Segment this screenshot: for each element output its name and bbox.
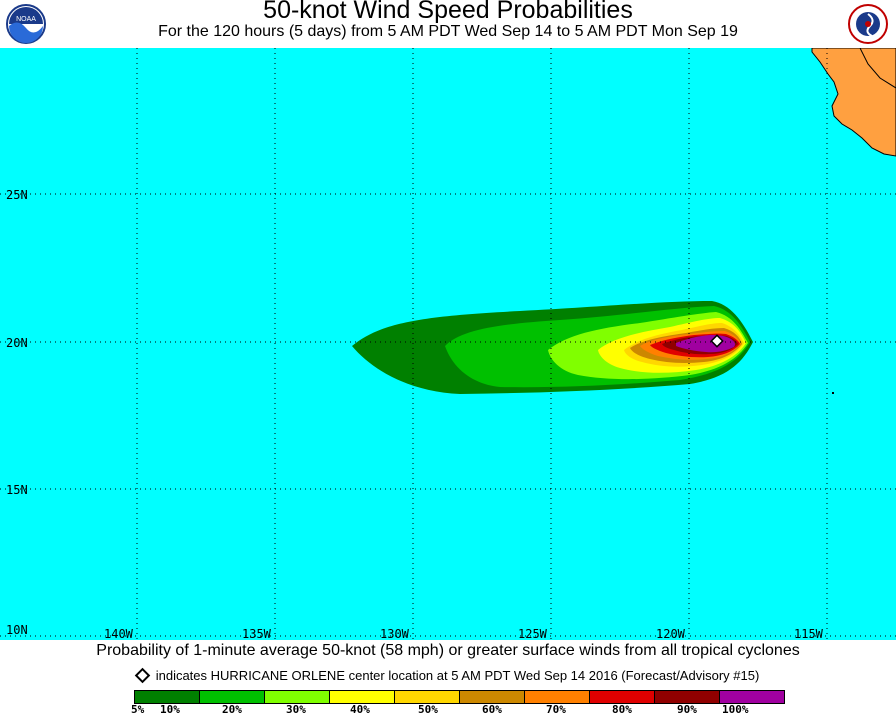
lat-label-20n: 20N: [6, 336, 28, 350]
marker-note: indicates HURRICANE ORLENE center locati…: [0, 667, 896, 684]
lon-label-120w: 120W: [656, 627, 686, 640]
probability-map: 25N 20N 15N 10N 140W 135W 130W 125W 120W…: [0, 48, 896, 640]
legend-color-bar: [134, 690, 785, 704]
legend-swatch-90: [720, 691, 784, 703]
legend-label-50: 50%: [418, 703, 438, 716]
lat-label-15n: 15N: [6, 483, 28, 497]
island: [832, 392, 834, 394]
legend-label-30: 30%: [286, 703, 306, 716]
legend-label-20: 20%: [222, 703, 242, 716]
legend-label-10: 10%: [160, 703, 180, 716]
lon-label-135w: 135W: [242, 627, 272, 640]
nws-logo: [848, 4, 888, 44]
header: NOAA 50-knot Wind Speed Probabilities Fo…: [0, 0, 896, 48]
lat-label-10n: 10N: [6, 623, 28, 637]
legend-label-40: 40%: [350, 703, 370, 716]
legend-swatch-50: [460, 691, 525, 703]
graticule: [0, 48, 896, 640]
legend-swatch-5: [135, 691, 200, 703]
legend-swatch-70: [590, 691, 655, 703]
land-baja-california: [811, 48, 896, 157]
land-mainland: [859, 48, 896, 89]
lat-label-25n: 25N: [6, 188, 28, 202]
legend-swatch-20: [265, 691, 330, 703]
diamond-icon: [134, 667, 150, 684]
legend-swatch-10: [200, 691, 265, 703]
map-title: 50-knot Wind Speed Probabilities: [263, 0, 633, 24]
legend-swatch-80: [655, 691, 720, 703]
legend-label-80: 80%: [612, 703, 632, 716]
map-description: Probability of 1-minute average 50-knot …: [96, 642, 800, 659]
legend-label-70: 70%: [546, 703, 566, 716]
legend-swatch-60: [525, 691, 590, 703]
legend-label-60: 60%: [482, 703, 502, 716]
noaa-logo: NOAA: [6, 4, 46, 44]
lon-label-140w: 140W: [104, 627, 134, 640]
legend-swatch-40: [395, 691, 460, 703]
legend-label-90: 90%: [677, 703, 697, 716]
marker-note-text: indicates HURRICANE ORLENE center locati…: [155, 668, 760, 683]
footer: Probability of 1-minute average 50-knot …: [0, 640, 896, 716]
lon-label-125w: 125W: [518, 627, 548, 640]
lon-label-130w: 130W: [380, 627, 410, 640]
map-subtitle: For the 120 hours (5 days) from 5 AM PDT…: [158, 23, 738, 40]
svg-text:NOAA: NOAA: [16, 16, 36, 23]
legend-label-5: 5%: [131, 703, 145, 716]
legend-label-100: 100%: [722, 703, 749, 716]
lon-label-115w: 115W: [794, 627, 824, 640]
diamond-icon: [710, 334, 724, 348]
legend-swatch-30: [330, 691, 395, 703]
